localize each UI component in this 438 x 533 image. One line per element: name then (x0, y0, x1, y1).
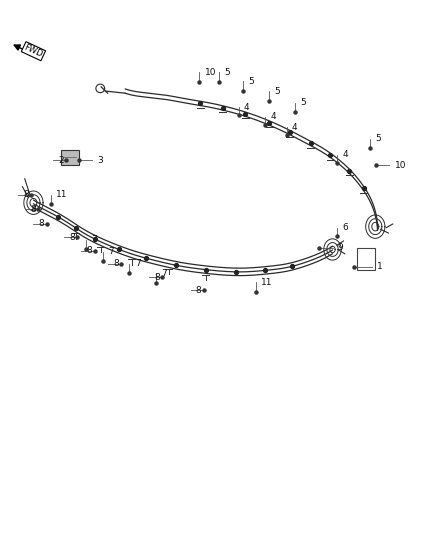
FancyBboxPatch shape (357, 248, 375, 270)
Text: 2: 2 (58, 156, 64, 165)
Text: 7: 7 (135, 260, 141, 268)
Text: 6: 6 (342, 223, 348, 232)
Text: 5: 5 (248, 77, 254, 86)
Text: 11: 11 (56, 190, 67, 199)
Text: 8: 8 (196, 286, 201, 295)
Text: 4: 4 (292, 123, 297, 132)
Text: 8: 8 (87, 246, 92, 255)
Text: 9: 9 (338, 244, 343, 253)
Text: 8: 8 (39, 220, 44, 229)
Text: 7: 7 (91, 236, 97, 245)
Text: 4: 4 (244, 102, 250, 111)
Text: 5: 5 (375, 134, 381, 143)
Text: 7: 7 (161, 269, 167, 278)
Text: 5: 5 (275, 86, 280, 95)
Text: 1: 1 (377, 262, 383, 271)
Text: 10: 10 (205, 68, 216, 77)
Text: 8: 8 (154, 273, 160, 281)
Text: 5: 5 (300, 98, 307, 107)
Text: 7: 7 (109, 247, 114, 256)
Text: 4: 4 (270, 112, 276, 121)
Text: 8: 8 (113, 260, 119, 268)
Text: 8: 8 (30, 205, 36, 214)
Text: 5: 5 (224, 68, 230, 77)
Text: 8: 8 (69, 233, 75, 242)
Text: 4: 4 (342, 150, 348, 159)
Text: FWD: FWD (23, 43, 44, 59)
Text: 10: 10 (395, 161, 406, 170)
Text: 3: 3 (98, 156, 103, 165)
Text: 11: 11 (261, 278, 273, 287)
FancyBboxPatch shape (61, 150, 79, 165)
Text: 8: 8 (23, 190, 29, 199)
